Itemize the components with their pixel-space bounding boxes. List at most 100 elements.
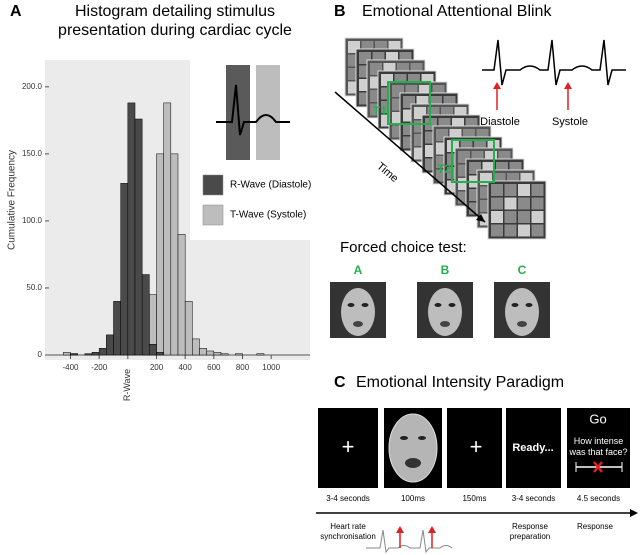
eye xyxy=(511,303,519,307)
histogram-bar xyxy=(84,353,93,356)
mouth xyxy=(440,321,450,327)
duration-label: 3-4 seconds xyxy=(326,494,370,503)
screen xyxy=(318,408,378,488)
image-tile xyxy=(504,224,517,237)
rating-cursor xyxy=(593,461,603,473)
time-label: Time xyxy=(374,160,400,185)
duration-label: 3-4 seconds xyxy=(512,494,556,503)
histogram-bar xyxy=(213,352,222,356)
option-label: B xyxy=(441,263,450,277)
x-tick-label: R-Wave xyxy=(122,369,132,401)
phase-label: Response preparation xyxy=(509,522,551,541)
image-tile xyxy=(518,197,530,210)
mouth xyxy=(353,321,363,327)
test-title: Forced choice test: xyxy=(340,239,467,256)
eye xyxy=(434,303,442,307)
target-highlight xyxy=(451,139,495,183)
legend-swatch xyxy=(202,204,224,226)
arrow-head xyxy=(476,214,485,222)
histogram-bar xyxy=(192,338,200,356)
image-tile xyxy=(518,211,530,223)
histogram-bar xyxy=(113,301,121,356)
chart-title: Histogram detailing stimulus presentatio… xyxy=(58,3,292,39)
histogram-bar xyxy=(106,334,114,356)
legend-swatch xyxy=(202,174,224,196)
eye xyxy=(418,436,426,440)
face xyxy=(388,413,438,483)
histogram-bar xyxy=(134,118,143,356)
x-tick-label: 800 xyxy=(236,363,250,372)
image-stream xyxy=(344,37,547,240)
question: How intense was that face? xyxy=(569,436,628,457)
histogram-bar xyxy=(120,183,129,356)
x-tick-label: -200 xyxy=(91,363,108,372)
x-tick-label: 400 xyxy=(178,363,192,372)
histogram-bar xyxy=(141,274,150,356)
y-tick-label: 100.0 xyxy=(22,216,43,225)
histogram-bar xyxy=(177,234,186,356)
face xyxy=(505,288,539,336)
histogram-bar xyxy=(206,350,215,356)
y-axis-label: Cumulative Frequency xyxy=(7,150,18,250)
histogram-bar xyxy=(91,352,100,356)
mouth xyxy=(517,321,527,327)
panel-title: Emotional Intensity Paradigm xyxy=(356,374,564,391)
x-tick-label: 1000 xyxy=(262,363,280,372)
histogram-bar xyxy=(149,344,157,356)
eye xyxy=(525,303,533,307)
option-label: A xyxy=(354,263,363,277)
eye xyxy=(347,303,355,307)
arrow-head xyxy=(493,82,501,89)
y-tick-label: 150.0 xyxy=(22,149,43,158)
image-tile xyxy=(504,197,517,210)
histogram-bar xyxy=(220,353,229,356)
face xyxy=(341,288,375,336)
image-tile xyxy=(531,197,544,210)
histogram-bar xyxy=(163,102,172,356)
phase-label: Response xyxy=(576,522,614,531)
screen xyxy=(506,408,561,488)
histogram-bar xyxy=(199,348,207,356)
histogram-bar xyxy=(170,153,179,356)
y-tick-label: 200.0 xyxy=(22,82,43,91)
x-tick-label: -400 xyxy=(62,363,79,372)
image-tile xyxy=(531,211,544,223)
ecg-trace xyxy=(366,529,453,554)
image-tile xyxy=(531,184,544,196)
histogram-bar xyxy=(156,352,164,356)
histogram-bar xyxy=(127,102,136,356)
panel-title: Emotional Attentional Blink xyxy=(362,3,552,20)
eye xyxy=(400,436,408,440)
image-tile xyxy=(491,197,503,210)
option-label: C xyxy=(518,263,527,277)
legend-label: R-Wave (Diastole) xyxy=(230,180,311,191)
panel-label: B xyxy=(334,3,346,20)
duration-label: 100ms xyxy=(401,494,425,503)
histogram-bar xyxy=(256,353,265,356)
histogram-bar xyxy=(235,353,243,356)
image-tile xyxy=(518,224,530,237)
arrow-head xyxy=(396,526,404,533)
histogram-bar xyxy=(156,153,164,356)
histogram-bar xyxy=(70,353,78,356)
histogram-bar xyxy=(98,348,107,356)
legend-label: T-Wave (Systole) xyxy=(230,210,306,221)
panel-label: C xyxy=(334,374,346,391)
image-tile xyxy=(491,184,503,196)
ecg-label: Systole xyxy=(552,116,588,128)
legend-icon xyxy=(256,65,280,160)
screen-text: + xyxy=(470,434,483,459)
histogram-bar xyxy=(184,301,193,356)
time-arrow xyxy=(334,91,486,223)
screen xyxy=(567,408,630,488)
duration-label: 4.5 seconds xyxy=(577,494,620,503)
image-tile xyxy=(531,224,544,237)
image-tile xyxy=(518,184,530,196)
target-label: T1 xyxy=(373,104,387,118)
phase-label: Heart rate synchronisation xyxy=(320,522,376,541)
ecg-trace xyxy=(482,39,626,86)
face xyxy=(428,288,462,336)
ecg-icon xyxy=(216,84,290,136)
